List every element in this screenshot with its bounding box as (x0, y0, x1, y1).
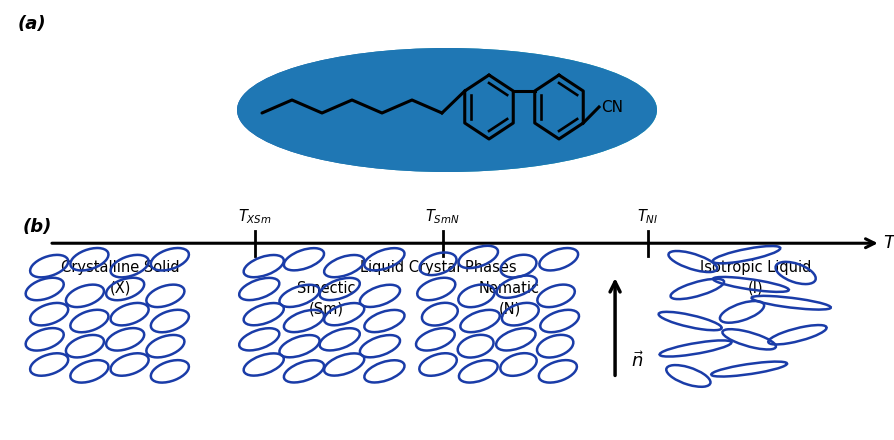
Text: Nematic: Nematic (479, 281, 540, 296)
Ellipse shape (237, 48, 657, 172)
Text: (a): (a) (18, 15, 46, 33)
Text: (I): (I) (747, 281, 763, 296)
Text: Liquid Crystal Phases: Liquid Crystal Phases (359, 260, 517, 275)
Text: (N): (N) (499, 301, 520, 316)
Text: Isotropic Liquid: Isotropic Liquid (700, 260, 811, 275)
Text: $\vec{n}$: $\vec{n}$ (631, 352, 644, 371)
Text: Smectic: Smectic (297, 281, 356, 296)
Text: $T_{XSm}$: $T_{XSm}$ (238, 207, 272, 226)
Text: (X): (X) (110, 281, 131, 296)
Text: $T_{SmN}$: $T_{SmN}$ (426, 207, 460, 226)
Text: CN: CN (601, 99, 623, 114)
Text: Crystalline Solid: Crystalline Solid (62, 260, 180, 275)
Text: $T_{NI}$: $T_{NI}$ (637, 207, 659, 226)
Text: $\mathit{T}$: $\mathit{T}$ (883, 234, 894, 252)
Text: (b): (b) (22, 218, 52, 236)
Text: (Sm): (Sm) (308, 301, 344, 316)
